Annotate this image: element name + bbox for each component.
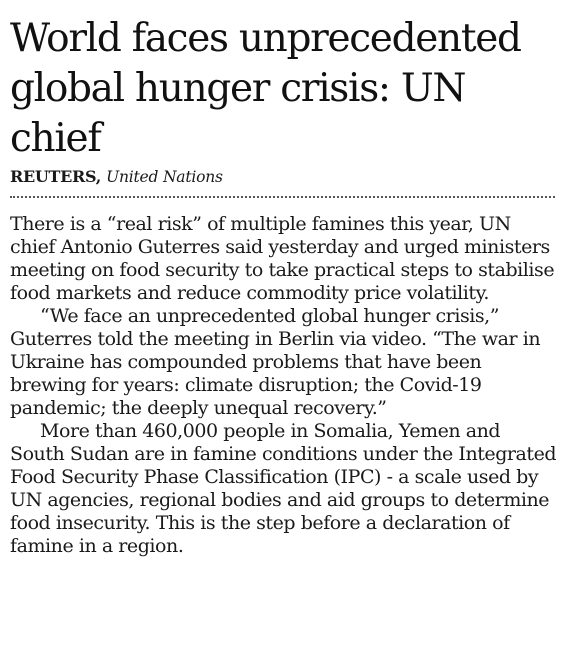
byline: REUTERS, United Nations [10,166,558,188]
paragraph-2: “We face an unprecedented global hunger … [10,305,541,419]
byline-location: United Nations [106,168,223,186]
paragraph-1: There is a “real risk” of multiple famin… [10,213,555,304]
headline: World faces unprecedented global hunger … [10,16,522,161]
paragraph-3: More than 460,000 people in Somalia, Yem… [10,420,557,557]
dotted-divider [10,196,555,198]
news-article: World faces unprecedented global hunger … [10,14,558,558]
byline-agency: REUTERS, [10,167,101,186]
article-body: There is a “real risk” of multiple famin… [10,213,558,558]
